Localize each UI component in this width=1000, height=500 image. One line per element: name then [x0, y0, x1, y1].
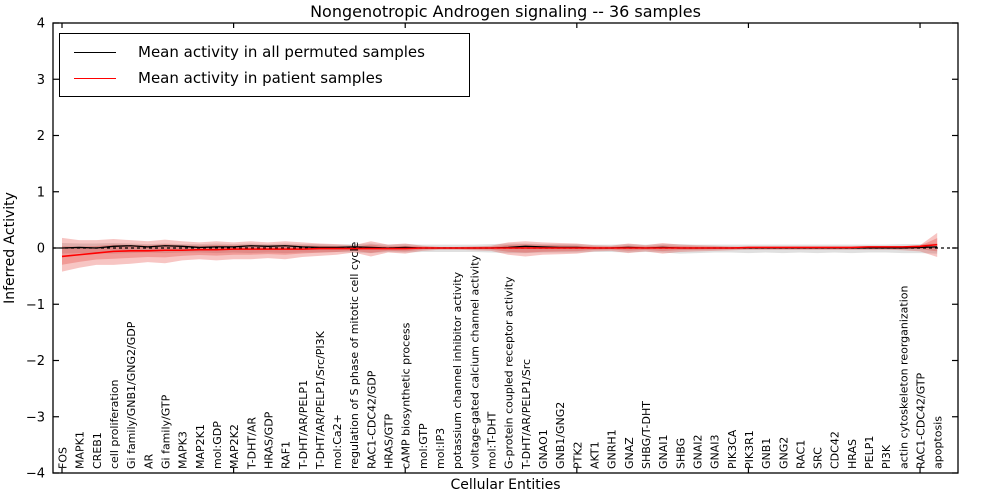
y-tick-label: −3: [26, 410, 45, 425]
patient-mean-line: [61, 243, 938, 258]
entity-label: T-DHT/AR/PELP1: [297, 380, 310, 470]
entity-label: potassium channel inhibitor activity: [451, 271, 464, 469]
x-axis-label: Cellular Entities: [450, 477, 561, 493]
entity-label: MAPK3: [177, 431, 190, 469]
entity-label: GNAI3: [709, 434, 722, 469]
entity-label: T-DHT/AR: [245, 417, 258, 470]
y-tick-label: −4: [26, 467, 45, 482]
entity-label: mol:GDP: [211, 421, 224, 469]
entity-label: GNRH1: [606, 429, 619, 469]
entity-label: mol:GTP: [417, 423, 430, 469]
entity-label: mol:Ca2+: [331, 414, 344, 469]
entity-label: mol:T-DHT: [486, 411, 499, 469]
entity-label: PIK3CA: [726, 429, 739, 469]
y-tick-label: 1: [37, 185, 45, 200]
chart-title: Nongenotropic Androgen signaling -- 36 s…: [310, 2, 701, 21]
entity-label: PIK3R1: [743, 430, 756, 469]
entity-label: PELP1: [863, 436, 876, 469]
y-tick-label: 4: [37, 17, 45, 32]
legend: Mean activity in all permuted samples Me…: [59, 33, 470, 97]
y-axis-label: Inferred Activity: [2, 192, 18, 304]
entity-label: GNAZ: [623, 437, 636, 469]
legend-row-permuted: Mean activity in all permuted samples: [74, 43, 453, 61]
entity-label: GNB1: [760, 438, 773, 469]
entity-label: HRAS/GDP: [262, 411, 275, 469]
entity-label: SHBG/T-DHT: [640, 401, 653, 469]
entity-label: MAPK1: [74, 431, 87, 469]
patient-band-outer: [62, 232, 938, 272]
entity-label: AKT1: [588, 441, 601, 469]
entity-label: RAC1-CDC42/GTP: [915, 372, 928, 469]
entity-label: mol:IP3: [434, 428, 447, 469]
entity-label: GNAO1: [537, 429, 550, 469]
entity-label: HRAS: [846, 439, 859, 469]
entity-label: HRAS/GTP: [383, 413, 396, 469]
entity-label: GNB1/GNG2: [554, 402, 567, 469]
entity-label: regulation of S phase of mitotic cell cy…: [348, 241, 361, 469]
entity-label: T-DHT/AR/PELP1/Src: [520, 359, 533, 470]
entity-label: MAP2K1: [194, 424, 207, 469]
entity-label: voltage-gated calcium channel activity: [468, 254, 481, 469]
permuted-line-swatch: [74, 51, 116, 53]
y-tick-label: −1: [26, 298, 45, 313]
entity-label: MAP2K2: [228, 424, 241, 469]
entity-label: cell proliferation: [108, 379, 121, 469]
entity-label: CREB1: [91, 432, 104, 469]
entity-label: AR: [142, 453, 155, 469]
entity-label: GNAI2: [691, 434, 704, 469]
legend-label-patient: Mean activity in patient samples: [138, 69, 383, 87]
entity-label: CDC42: [829, 431, 842, 469]
y-tick-label: 2: [37, 129, 45, 144]
entity-label: RAF1: [280, 441, 293, 469]
entity-label: FOS: [57, 447, 70, 469]
legend-label-permuted: Mean activity in all permuted samples: [138, 43, 425, 61]
entity-label: T-DHT/AR/PELP1/Src/PI3K: [314, 330, 327, 470]
y-tick-label: −2: [26, 354, 45, 369]
entity-label: SHBG: [674, 438, 687, 469]
entity-label: GNG2: [777, 437, 790, 469]
entity-label: G-protein coupled receptor activity: [503, 276, 516, 469]
patient-band-inner: [62, 238, 938, 265]
entity-label: actin cytoskeleton reorganization: [897, 285, 910, 469]
y-tick-label: 0: [37, 242, 45, 257]
entity-label: apoptosis: [932, 416, 945, 469]
y-tick-label: 3: [37, 73, 45, 88]
entity-label: PTK2: [571, 441, 584, 469]
entity-label: SRC: [812, 447, 825, 469]
entity-label: PI3K: [880, 444, 893, 469]
entity-label: Gi family/GNB1/GNG2/GDP: [125, 321, 138, 469]
entity-label: Gi family/GTP: [159, 394, 172, 469]
entity-label: RAC1: [794, 440, 807, 469]
entity-label: cAMP biosynthetic process: [400, 322, 413, 469]
entity-label: RAC1-CDC42/GDP: [365, 370, 378, 469]
patient-line-swatch: [74, 77, 116, 79]
entity-label: GNAI1: [657, 434, 670, 469]
legend-row-patient: Mean activity in patient samples: [74, 69, 453, 87]
